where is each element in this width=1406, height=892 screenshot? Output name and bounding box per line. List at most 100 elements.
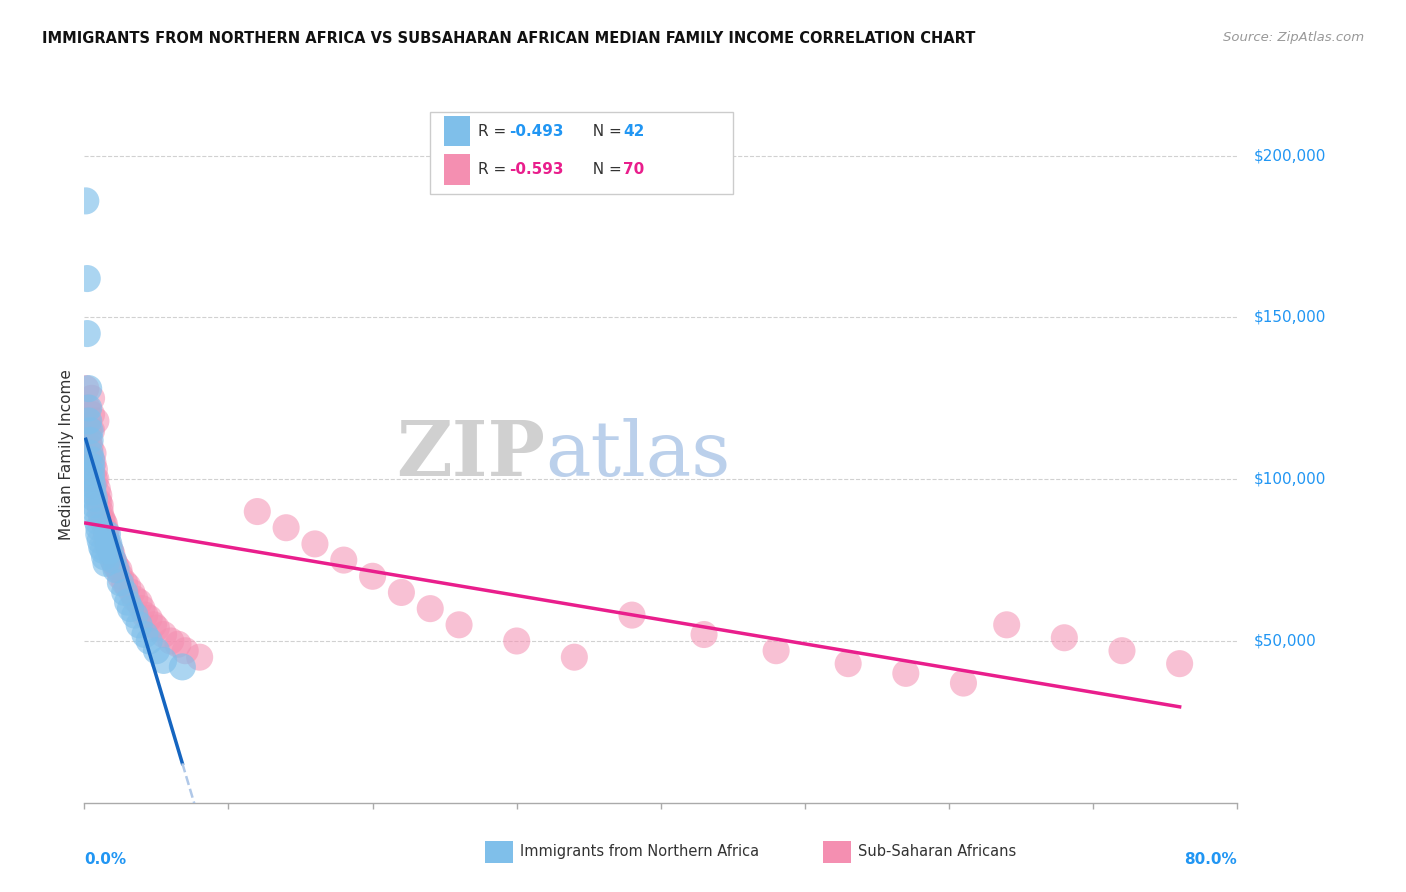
Point: [87, 521, 110, 535]
Point: [128, 617, 150, 632]
Text: Immigrants from Northern Africa: Immigrants from Northern Africa: [520, 845, 759, 859]
Text: 80.0%: 80.0%: [1184, 852, 1237, 867]
Point: [90, 511, 112, 525]
Point: [447, 617, 470, 632]
Point: [104, 557, 127, 571]
Point: [80, 452, 103, 467]
Point: [103, 553, 124, 567]
Point: [506, 634, 529, 648]
Point: [76, 326, 98, 341]
Point: [94, 557, 117, 571]
Point: [97, 537, 120, 551]
Point: [76, 271, 98, 285]
Point: [117, 595, 139, 609]
Point: [98, 543, 121, 558]
Point: [86, 482, 108, 496]
Point: [77, 414, 100, 428]
Point: [145, 621, 167, 635]
Point: [89, 533, 111, 548]
Point: [96, 527, 118, 541]
Point: [75, 382, 97, 396]
Point: [80, 472, 103, 486]
Point: [91, 514, 114, 528]
Text: $100,000: $100,000: [1254, 472, 1326, 487]
Point: [84, 504, 107, 518]
Point: [87, 488, 110, 502]
Point: [83, 462, 105, 476]
Point: [82, 456, 104, 470]
Point: [142, 617, 165, 632]
Point: [160, 634, 183, 648]
Point: [87, 495, 110, 509]
Text: R =: R =: [478, 162, 512, 177]
Point: [79, 424, 101, 438]
Point: [98, 543, 121, 558]
Point: [167, 637, 190, 651]
Point: [995, 617, 1018, 632]
Point: [120, 601, 142, 615]
Text: R =: R =: [478, 124, 512, 138]
Point: [419, 601, 441, 615]
Point: [894, 666, 917, 681]
Point: [138, 611, 160, 625]
Point: [77, 424, 100, 438]
Point: [103, 553, 124, 567]
Point: [138, 634, 160, 648]
Point: [84, 414, 107, 428]
Point: [79, 434, 101, 448]
Text: -0.593: -0.593: [509, 162, 564, 177]
Point: [152, 653, 174, 667]
Text: N =: N =: [583, 162, 627, 177]
Point: [114, 575, 136, 590]
Point: [80, 392, 103, 406]
Text: N =: N =: [583, 124, 627, 138]
Point: [765, 643, 787, 657]
Point: [93, 517, 115, 532]
Point: [90, 540, 112, 554]
Point: [76, 401, 98, 415]
Point: [391, 585, 413, 599]
Point: [1053, 631, 1076, 645]
Point: [97, 540, 120, 554]
Text: -0.493: -0.493: [509, 124, 564, 138]
Point: [124, 591, 146, 606]
Point: [77, 434, 100, 448]
Point: [131, 601, 153, 615]
Point: [172, 660, 194, 674]
Point: [562, 650, 586, 665]
Point: [110, 569, 132, 583]
Point: [82, 446, 104, 460]
Text: $200,000: $200,000: [1254, 148, 1326, 163]
Point: [128, 595, 150, 609]
Point: [75, 194, 97, 208]
Point: [87, 527, 110, 541]
Point: [83, 472, 105, 486]
Point: [100, 547, 122, 561]
Point: [80, 466, 103, 480]
Point: [89, 498, 111, 512]
Point: [117, 579, 139, 593]
Point: [83, 498, 105, 512]
Point: [134, 608, 156, 623]
Point: [121, 585, 143, 599]
Point: [82, 478, 104, 492]
Point: [952, 676, 974, 690]
Point: [246, 504, 269, 518]
Point: [188, 650, 211, 665]
Point: [621, 608, 644, 623]
Point: [332, 553, 354, 567]
Point: [79, 450, 101, 464]
Point: [124, 608, 146, 623]
Text: 42: 42: [623, 124, 644, 138]
Point: [76, 414, 98, 428]
Point: [174, 643, 197, 657]
Point: [274, 521, 298, 535]
Point: [837, 657, 859, 671]
Point: [693, 627, 716, 641]
Point: [94, 524, 117, 538]
Point: [80, 424, 103, 438]
Text: ZIP: ZIP: [396, 418, 546, 491]
Text: $50,000: $50,000: [1254, 633, 1317, 648]
Point: [86, 514, 108, 528]
Point: [91, 543, 114, 558]
